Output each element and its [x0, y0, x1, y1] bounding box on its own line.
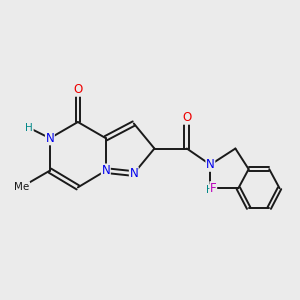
Text: N: N	[129, 167, 138, 180]
Text: F: F	[210, 182, 217, 195]
Text: N: N	[46, 132, 54, 145]
Text: H: H	[26, 123, 33, 133]
Text: O: O	[182, 111, 191, 124]
Text: H: H	[206, 185, 214, 195]
Text: Me: Me	[14, 182, 29, 192]
Text: O: O	[73, 83, 83, 96]
Text: N: N	[206, 158, 215, 171]
Text: N: N	[101, 164, 110, 177]
